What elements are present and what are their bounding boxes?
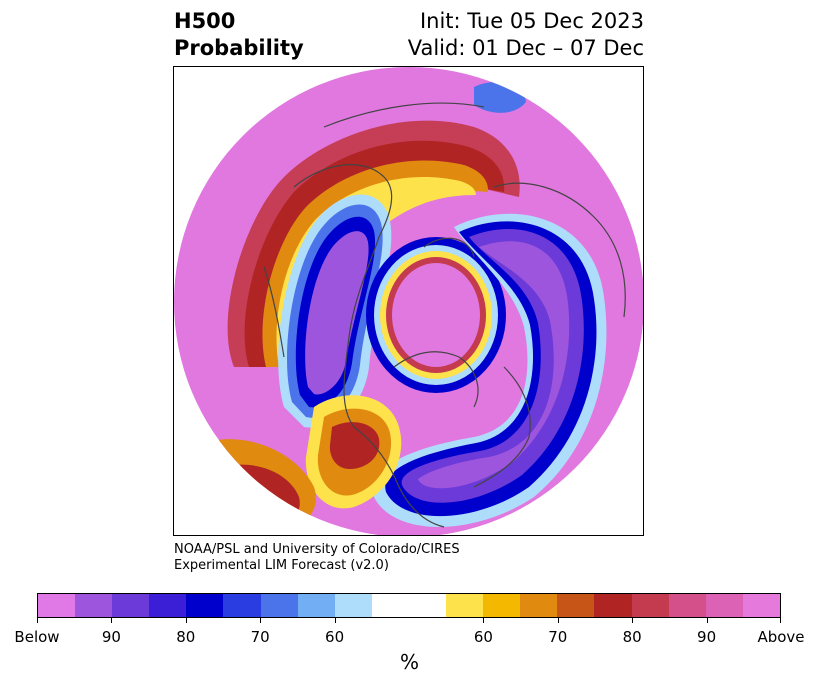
colorbar-tick-label: 60 bbox=[473, 628, 493, 646]
ridge-band-red bbox=[244, 140, 505, 367]
credits-model: Experimental LIM Forecast (v2.0) bbox=[174, 558, 389, 573]
colorbar-tick-label: 90 bbox=[101, 628, 121, 646]
valid-range: Valid: 01 Dec – 07 Dec bbox=[407, 36, 644, 60]
credits: NOAA/PSL and University of Colorado/CIRE… bbox=[174, 542, 460, 574]
colorbar-ticks bbox=[37, 618, 781, 628]
colorbar-tick bbox=[185, 618, 187, 623]
trough-east-violet bbox=[401, 228, 584, 503]
colorbar-segment bbox=[408, 594, 447, 617]
colorbar-segment bbox=[742, 594, 780, 617]
colorbar-segment bbox=[186, 594, 224, 617]
colorbar-tick bbox=[37, 618, 38, 623]
colorbar-tick-label: 80 bbox=[176, 628, 196, 646]
arctic-blue-patch bbox=[474, 82, 526, 113]
polar-map bbox=[173, 66, 644, 536]
colorbar-segment bbox=[334, 594, 372, 617]
colorbar-segment bbox=[75, 594, 113, 617]
colorbar-tick-label: 70 bbox=[548, 628, 568, 646]
title-quantity: Probability bbox=[174, 36, 304, 60]
colorbar-tick-label: 80 bbox=[622, 628, 642, 646]
colorbar-tick-label: 70 bbox=[250, 628, 270, 646]
credits-org: NOAA/PSL and University of Colorado/CIRE… bbox=[174, 542, 460, 557]
colorbar-tick bbox=[260, 618, 262, 623]
trough-east-purple bbox=[418, 241, 570, 489]
ridge-band-orange bbox=[262, 160, 489, 367]
colorbar-tick-label: Above bbox=[757, 628, 805, 646]
colorbar-segment bbox=[520, 594, 558, 617]
colorbar-segment bbox=[149, 594, 187, 617]
colorbar-tick bbox=[483, 618, 485, 623]
colorbar-segment bbox=[297, 594, 335, 617]
polar-center-pink bbox=[392, 263, 480, 367]
coastlines bbox=[263, 102, 626, 528]
colorbar-segment bbox=[557, 594, 595, 617]
colorbar-segment bbox=[446, 594, 484, 617]
colorbar-segment bbox=[223, 594, 261, 617]
colorbar-tick-label: Below bbox=[14, 628, 60, 646]
colorbar-segment bbox=[112, 594, 150, 617]
colorbar-tick bbox=[632, 618, 634, 623]
colorbar-tick bbox=[334, 618, 336, 623]
map-title: H500 Probability bbox=[174, 8, 304, 62]
probability-field bbox=[174, 67, 643, 535]
colorbar-segment bbox=[260, 594, 298, 617]
colorbar-segment bbox=[594, 594, 632, 617]
colorbar-segment bbox=[483, 594, 521, 617]
colorbar-tick bbox=[780, 618, 781, 623]
title-variable: H500 bbox=[174, 9, 236, 33]
colorbar-tick-label: 60 bbox=[325, 628, 345, 646]
colorbar-tick-labels: Below 90 80 70 60 60 70 80 90 Above bbox=[0, 628, 819, 646]
colorbar-segment bbox=[668, 594, 706, 617]
colorbar-tick bbox=[557, 618, 559, 623]
colorbar-segment bbox=[631, 594, 669, 617]
colorbar-tick-label: 90 bbox=[697, 628, 717, 646]
colorbar-segment bbox=[371, 594, 409, 617]
southwest-ridge-red bbox=[329, 422, 380, 469]
colorbar bbox=[37, 593, 781, 618]
init-date: Init: Tue 05 Dec 2023 bbox=[419, 9, 644, 33]
colorbar-segment bbox=[38, 594, 76, 617]
colorbar-unit: % bbox=[399, 650, 419, 674]
colorbar-segment bbox=[705, 594, 743, 617]
trough-west-purple bbox=[305, 231, 369, 395]
colorbar-tick bbox=[111, 618, 113, 623]
colorbar-tick bbox=[706, 618, 708, 623]
forecast-dates: Init: Tue 05 Dec 2023 Valid: 01 Dec – 07… bbox=[408, 8, 644, 62]
